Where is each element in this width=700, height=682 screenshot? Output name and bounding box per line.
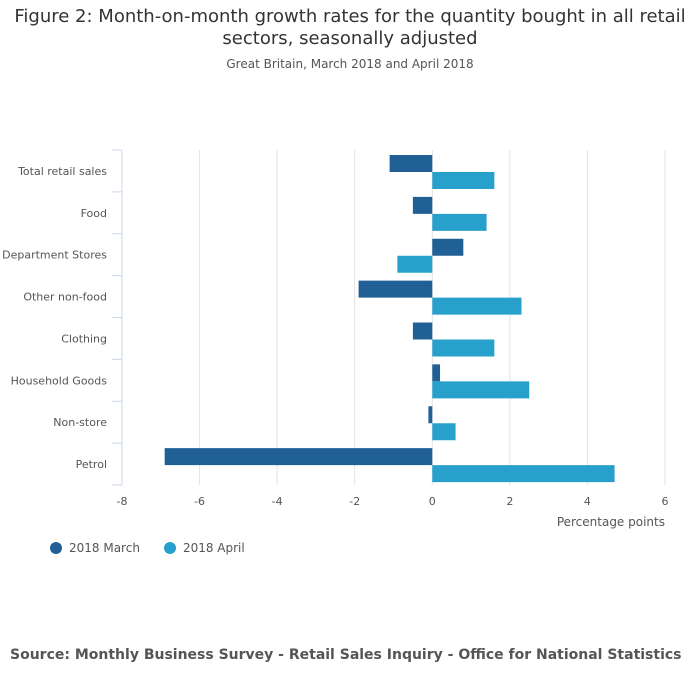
bar-april [432, 213, 487, 231]
legend-item-april[interactable]: 2018 April [163, 541, 245, 555]
y-tick-label: Total retail sales [17, 165, 107, 178]
x-tick-label: -4 [272, 495, 283, 508]
bar-march [412, 322, 433, 340]
y-tick-label: Household Goods [11, 374, 108, 387]
x-tick-label: -2 [349, 495, 360, 508]
x-tick-label: 6 [662, 495, 669, 508]
bar-april [397, 255, 433, 273]
bar-march [389, 155, 433, 172]
source-note: Source: Monthly Business Survey - Retail… [10, 647, 682, 663]
bar-march [432, 364, 441, 382]
legend-label: 2018 March [69, 541, 140, 555]
bar-april [432, 172, 495, 189]
bar-april [432, 381, 530, 399]
x-tick-label: 0 [429, 495, 436, 508]
bar-april [432, 465, 615, 483]
x-axis-title: Percentage points [557, 515, 665, 529]
legend-marker-icon [50, 542, 62, 554]
bar-chart: -8 -6 -4 -2 0 2 4 6 Percentage points Total retai… [2, 149, 669, 529]
x-tick-label: -8 [117, 495, 128, 508]
legend-item-march[interactable]: 2018 March [50, 541, 140, 555]
bar-march [432, 238, 464, 256]
y-tick-label: Other non-food [23, 291, 107, 304]
y-tick-label: Clothing [61, 332, 107, 345]
y-tick-label: Food [81, 207, 107, 220]
bar-april [432, 423, 456, 441]
chart-subtitle: Great Britain, March 2018 and April 2018 [226, 57, 474, 71]
bar-march [428, 406, 433, 424]
x-tick-label: 4 [584, 495, 591, 508]
bar-april [432, 339, 495, 357]
legend-label: 2018 April [182, 541, 245, 555]
legend: 2018 March 2018 April [50, 541, 245, 555]
legend-marker-icon [163, 542, 176, 554]
bar-march [164, 448, 433, 466]
x-tick-label: -6 [194, 495, 205, 508]
y-tick-label: Department Stores [2, 249, 107, 262]
x-tick-label: 2 [506, 495, 513, 508]
bar-march [412, 196, 433, 214]
y-tick-label: Non-store [53, 416, 107, 429]
y-tick-label: Petrol [76, 458, 107, 471]
bar-march [358, 280, 433, 298]
bar-april [432, 297, 522, 315]
chart-title: Figure 2: Month-on-month growth rates fo… [14, 6, 686, 49]
